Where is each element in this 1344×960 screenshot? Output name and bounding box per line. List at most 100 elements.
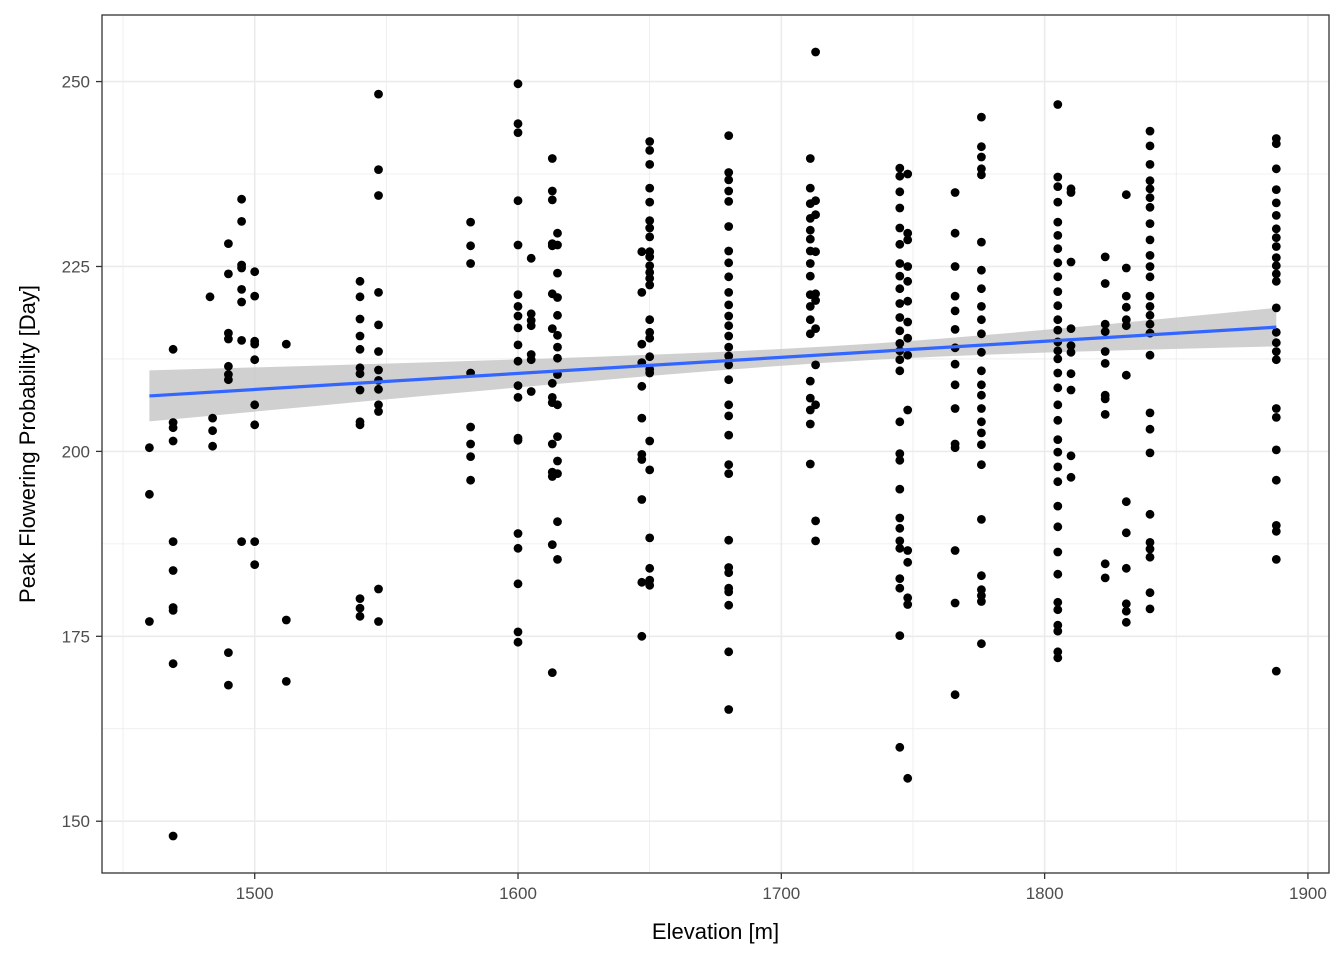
- data-point: [1053, 435, 1063, 444]
- data-point: [724, 258, 734, 268]
- data-point: [724, 168, 734, 177]
- data-point: [1053, 569, 1063, 579]
- data-point: [1066, 347, 1076, 357]
- data-point: [374, 400, 383, 410]
- data-point: [1145, 538, 1155, 547]
- data-point: [950, 228, 960, 238]
- data-point: [977, 440, 986, 450]
- data-point: [355, 314, 365, 324]
- data-point: [553, 342, 562, 352]
- data-point: [950, 325, 960, 334]
- data-point: [1145, 350, 1155, 360]
- data-point: [547, 195, 557, 205]
- data-point: [281, 339, 291, 349]
- data-point: [1053, 217, 1063, 227]
- y-axis-title: Peak Flowering Probability [Day]: [15, 285, 40, 603]
- data-point: [724, 331, 734, 341]
- data-point: [355, 594, 365, 603]
- data-point: [895, 259, 905, 268]
- data-point: [1271, 445, 1281, 455]
- data-point: [645, 197, 655, 207]
- data-point: [1100, 410, 1110, 419]
- data-point: [1053, 415, 1063, 425]
- data-point: [895, 523, 905, 533]
- data-point: [1053, 354, 1063, 364]
- data-point: [1053, 605, 1063, 615]
- data-point: [1121, 321, 1131, 331]
- data-point: [374, 320, 383, 330]
- data-point: [637, 381, 647, 391]
- data-point: [1100, 347, 1110, 356]
- data-point: [1121, 370, 1131, 380]
- data-point: [1145, 141, 1155, 151]
- data-point: [903, 228, 913, 238]
- data-point: [1271, 164, 1281, 174]
- data-point: [224, 375, 233, 385]
- data-point: [645, 280, 655, 290]
- data-point: [637, 413, 647, 423]
- data-point: [645, 563, 655, 573]
- x-axis: 1500 1600 1700 1800 1900: [236, 873, 1327, 903]
- data-point: [724, 600, 734, 610]
- data-point: [977, 366, 986, 376]
- data-point: [724, 705, 734, 714]
- data-point: [513, 381, 523, 390]
- data-point: [1066, 257, 1076, 267]
- data-point: [895, 484, 905, 494]
- data-point: [1271, 347, 1281, 356]
- data-point: [895, 742, 905, 752]
- data-point: [374, 407, 383, 416]
- data-point: [977, 390, 986, 400]
- data-point: [1145, 126, 1155, 136]
- data-point: [1271, 303, 1281, 313]
- data-point: [1053, 258, 1063, 268]
- data-point: [168, 606, 178, 615]
- data-point: [553, 456, 562, 466]
- data-point: [1145, 588, 1155, 598]
- data-point: [526, 309, 536, 319]
- data-point: [168, 344, 178, 354]
- x-tick-label: 1500: [236, 884, 274, 903]
- data-point: [724, 288, 734, 297]
- data-point: [1121, 563, 1131, 573]
- data-point: [237, 297, 247, 307]
- data-point: [1145, 219, 1155, 229]
- data-point: [895, 513, 905, 523]
- x-tick-label: 1700: [762, 884, 800, 903]
- data-point: [513, 128, 523, 138]
- data-point: [811, 516, 820, 526]
- data-point: [1100, 394, 1110, 404]
- data-point: [1145, 544, 1155, 554]
- data-point: [1145, 202, 1155, 212]
- data-point: [977, 329, 986, 339]
- data-point: [1066, 472, 1076, 482]
- data-point: [1053, 383, 1063, 393]
- data-point: [1271, 253, 1281, 262]
- data-point: [355, 385, 365, 395]
- data-point: [526, 355, 536, 365]
- data-point: [977, 571, 986, 581]
- data-point: [805, 376, 815, 386]
- data-point: [1271, 233, 1281, 243]
- data-point: [950, 380, 960, 390]
- data-point: [205, 292, 215, 302]
- data-point: [168, 659, 178, 669]
- data-point: [645, 223, 655, 233]
- data-point: [553, 517, 562, 527]
- data-point: [895, 163, 905, 173]
- data-point: [950, 546, 960, 555]
- data-point: [811, 536, 820, 546]
- data-point: [1271, 224, 1281, 234]
- data-point: [977, 265, 986, 275]
- data-point: [977, 639, 986, 649]
- data-point: [553, 293, 562, 302]
- data-point: [645, 315, 655, 325]
- data-point: [1053, 462, 1063, 472]
- data-point: [1271, 242, 1281, 251]
- data-point: [168, 566, 178, 575]
- data-point: [903, 557, 913, 567]
- data-point: [1271, 404, 1281, 413]
- data-point: [1053, 325, 1063, 335]
- data-point: [645, 580, 655, 590]
